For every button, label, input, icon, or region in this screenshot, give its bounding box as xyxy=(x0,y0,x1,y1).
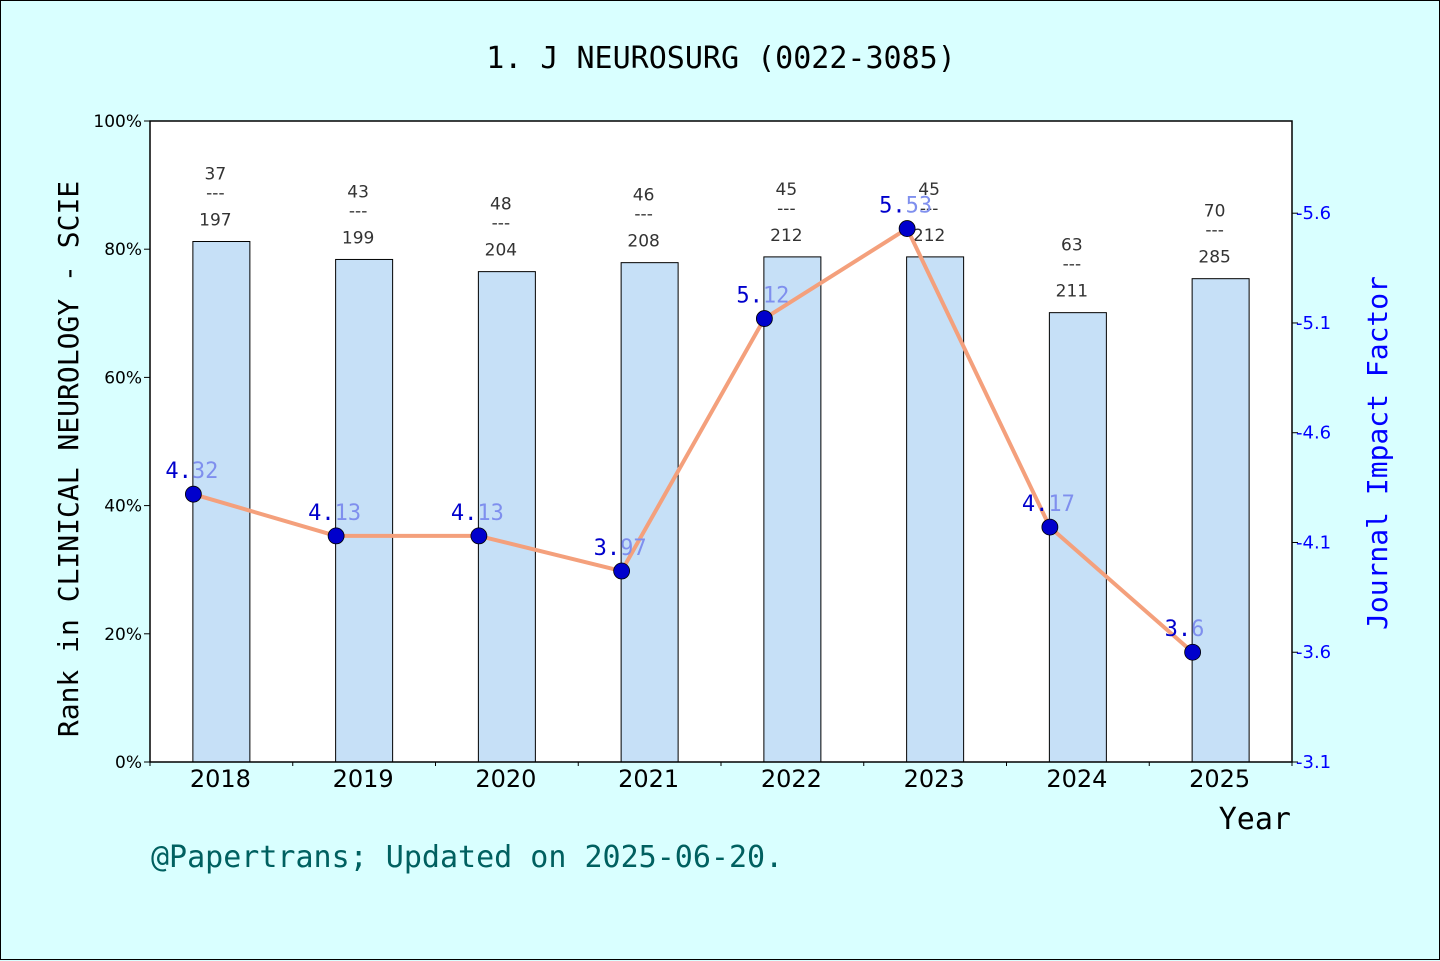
rank-separator: --- xyxy=(920,199,938,219)
x-axis-title: Year xyxy=(1219,802,1291,837)
rank-total-label: 212 xyxy=(913,226,945,246)
impact-factor-point xyxy=(470,527,488,545)
right-tick-label: -3.6 xyxy=(1296,642,1331,663)
impact-factor-point xyxy=(1041,518,1059,536)
x-tick-label: 2022 xyxy=(761,765,822,793)
rank-value-label: 70 xyxy=(1204,202,1226,222)
axes: 0% 20% 40% 60% 80% 100% -3.1 -3.6 -4.1 -4.6 -5.1 -5… xyxy=(93,112,1331,793)
left-tick-label: 60% xyxy=(104,368,142,388)
rank-separator: --- xyxy=(206,184,224,204)
x-tick-label: 2025 xyxy=(1189,765,1250,793)
impact-factor-point xyxy=(184,485,202,503)
impact-factor-label: 4.17 xyxy=(1022,492,1075,517)
rank-separator: --- xyxy=(634,205,652,225)
impact-factor-point xyxy=(898,220,916,237)
impact-factor-series: 4.32 4.13 4.13 3.97 5.12 5.53 4.17 3.6 xyxy=(165,194,1204,661)
rank-total-label: 199 xyxy=(342,228,374,248)
impact-factor-label: 4.13 xyxy=(451,501,504,526)
left-tick-label: 20% xyxy=(104,625,142,645)
impact-factor-point xyxy=(613,562,631,580)
rank-total-label: 285 xyxy=(1198,248,1230,268)
bar xyxy=(1048,312,1107,763)
rank-value-label: 63 xyxy=(1061,236,1083,256)
rank-value-label: 45 xyxy=(918,180,940,200)
x-tick-label: 2019 xyxy=(333,765,394,793)
bar xyxy=(1191,278,1250,763)
impact-factor-point xyxy=(327,527,345,545)
rank-separator: --- xyxy=(777,199,795,219)
rank-separator: --- xyxy=(1063,255,1081,275)
left-tick-label: 80% xyxy=(104,240,142,260)
left-axis-title: Rank in CLINICAL NEUROLOGY - SCIE xyxy=(52,181,85,737)
right-tick-label: -3.1 xyxy=(1296,752,1331,773)
rank-separator: --- xyxy=(1205,221,1223,241)
x-tick-label: 2018 xyxy=(190,765,251,793)
rank-separator: --- xyxy=(349,201,367,221)
chart-title: 1. J NEUROSURG (0022-3085) xyxy=(486,41,956,76)
rank-total-label: 204 xyxy=(485,241,517,261)
plot-area xyxy=(150,121,1292,762)
right-tick-label: -5.6 xyxy=(1296,203,1331,224)
left-tick-label: 40% xyxy=(104,497,142,517)
rank-value-label: 37 xyxy=(205,165,227,185)
right-tick-label: -4.1 xyxy=(1296,532,1331,553)
impact-factor-label: 3.6 xyxy=(1165,617,1205,642)
left-tick-label: 100% xyxy=(93,112,142,132)
impact-factor-point xyxy=(755,310,773,327)
rank-total-label: 208 xyxy=(627,232,659,252)
rank-value-label: 48 xyxy=(490,195,512,215)
bar xyxy=(620,262,679,763)
impact-factor-label: 5.12 xyxy=(736,284,789,309)
rank-value-label: 46 xyxy=(633,186,655,206)
impact-factor-label: 5.53 xyxy=(879,194,932,219)
x-tick-label: 2020 xyxy=(475,765,536,793)
right-axis-title: Journal Impact Factor xyxy=(1361,276,1394,630)
impact-factor-point xyxy=(1184,643,1202,661)
bar xyxy=(763,256,822,763)
rank-total-label: 212 xyxy=(770,226,802,246)
bar xyxy=(335,258,394,763)
x-tick-label: 2021 xyxy=(618,765,679,793)
rank-total-label: 197 xyxy=(199,211,231,231)
rank-labels: 37---19743---19948---20446---20845---212… xyxy=(199,165,1231,302)
x-tick-label: 2024 xyxy=(1046,765,1107,793)
bar xyxy=(477,271,536,763)
rank-value-label: 45 xyxy=(776,180,798,200)
rank-total-label: 211 xyxy=(1056,282,1088,302)
rank-separator: --- xyxy=(492,214,510,234)
right-tick-label: -4.6 xyxy=(1296,423,1331,444)
impact-factor-line xyxy=(192,226,1194,654)
impact-factor-label: 4.32 xyxy=(165,459,218,484)
rank-value-label: 43 xyxy=(347,182,369,202)
bar-series xyxy=(192,241,1250,763)
bar xyxy=(906,256,965,763)
impact-factor-label: 3.97 xyxy=(594,536,647,561)
left-tick-label: 0% xyxy=(115,753,142,773)
right-tick-label: -5.1 xyxy=(1296,313,1331,334)
impact-factor-label: 4.13 xyxy=(308,501,361,526)
footer-note: @Papertrans; Updated on 2025-06-20. xyxy=(151,840,783,875)
x-tick-label: 2023 xyxy=(904,765,965,793)
